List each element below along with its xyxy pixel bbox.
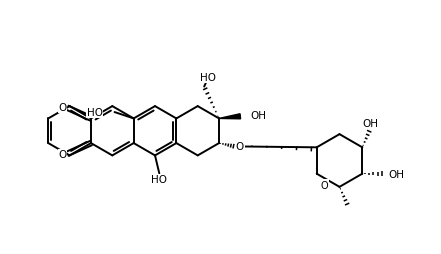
Polygon shape [219, 114, 240, 119]
Text: OH: OH [363, 119, 379, 129]
Text: O: O [236, 142, 244, 152]
Text: HO: HO [151, 174, 167, 184]
Text: O: O [58, 150, 67, 160]
Text: OH: OH [250, 111, 266, 121]
Text: HO: HO [200, 73, 216, 83]
Text: OH: OH [388, 169, 404, 179]
Text: O: O [321, 180, 329, 190]
Text: HO: HO [86, 108, 103, 118]
Text: O: O [58, 103, 67, 113]
